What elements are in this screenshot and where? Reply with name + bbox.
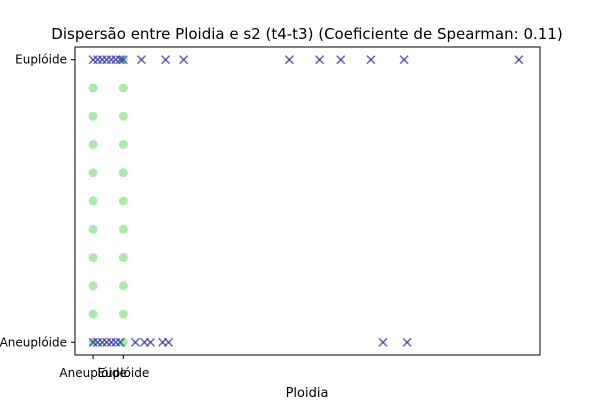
data-point-circle xyxy=(118,196,128,206)
plot-area xyxy=(74,46,541,356)
data-point-circle xyxy=(88,281,98,291)
data-point-x xyxy=(336,55,346,65)
data-point-circle xyxy=(88,168,98,178)
x-axis-label: Ploidia xyxy=(286,386,329,400)
data-point-x xyxy=(366,55,376,65)
data-point-x xyxy=(164,337,174,347)
chart-title: Dispersão entre Ploidia e s2 (t4-t3) (Co… xyxy=(51,25,562,43)
data-point-circle xyxy=(118,224,128,234)
data-point-circle xyxy=(118,111,128,121)
data-point-x xyxy=(115,55,125,65)
data-point-x xyxy=(118,55,128,65)
data-point-x xyxy=(145,337,156,347)
data-point-circle xyxy=(118,337,128,347)
data-point-circle xyxy=(88,111,98,121)
data-point-x xyxy=(315,55,325,65)
data-point-x xyxy=(402,337,412,347)
data-point-circle xyxy=(118,83,128,93)
data-point-circle xyxy=(88,139,98,149)
data-point-circle xyxy=(118,281,128,291)
data-point-x xyxy=(115,337,125,347)
x-tick-label: Euplóide xyxy=(97,366,149,380)
data-point-x xyxy=(179,55,189,65)
x-tick-label: Aneuplóide xyxy=(59,366,126,380)
data-point-x xyxy=(161,55,171,65)
data-point-circle xyxy=(88,224,98,234)
data-point-x xyxy=(378,337,388,347)
data-point-circle xyxy=(88,83,98,93)
y-tick-label: Aneuplóide xyxy=(0,335,67,349)
data-point-x xyxy=(399,55,409,65)
data-point-circle xyxy=(118,168,128,178)
data-point-circle xyxy=(118,139,128,149)
data-point-x xyxy=(136,55,146,65)
data-point-circle xyxy=(88,196,98,206)
data-points xyxy=(88,55,524,347)
data-point-x xyxy=(130,337,140,347)
data-point-circle xyxy=(118,309,128,319)
data-point-circle xyxy=(88,309,98,319)
y-tick-label: Euplóide xyxy=(15,53,67,67)
data-point-circle xyxy=(118,253,128,263)
data-point-x xyxy=(514,55,524,65)
data-point-circle xyxy=(88,253,98,263)
y-axis-ticks: Aneuplóide Euplóide xyxy=(0,53,75,349)
data-point-x xyxy=(284,55,294,65)
